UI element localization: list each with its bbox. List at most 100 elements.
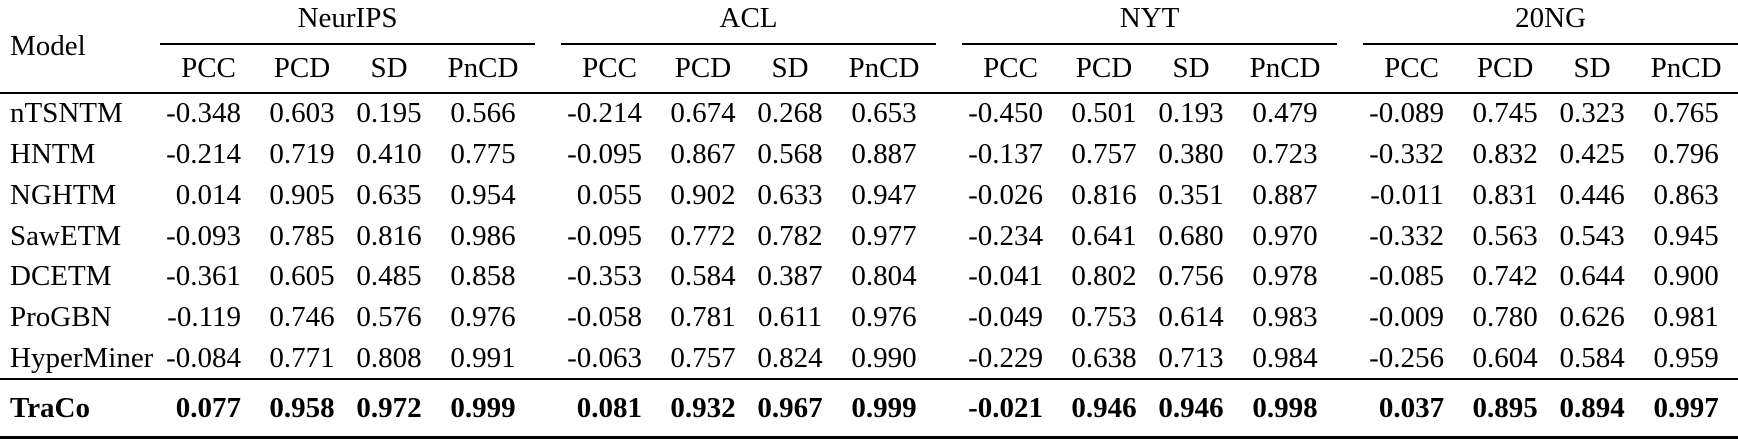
value-cell-acl-sd: 0.633 (757, 178, 823, 211)
metric-header-pncd: PnCD (832, 44, 937, 94)
value-cell-neurips-pncd: 0.991 (450, 341, 516, 374)
model-column-header: Model (0, 0, 160, 94)
row-gap (936, 175, 962, 216)
model-name: ProGBN (10, 301, 112, 334)
value-cell-nyt-pcd: 0.946 (1059, 378, 1150, 439)
value-cell-nyt-pncd: 0.998 (1233, 378, 1338, 439)
header-gap (936, 0, 962, 44)
value-cell-acl-pcd: 0.757 (670, 341, 736, 374)
value-cell-acl-pcc: 0.055 (576, 178, 643, 211)
value-cell-acl-pcc: -0.063 (567, 341, 643, 374)
metric-header-pcc: PCC (1363, 44, 1461, 94)
value-cell-neurips-pncd: 0.775 (450, 137, 516, 170)
value-cell-20ng-pcc: -0.089 (1369, 97, 1445, 130)
value-cell-20ng-sd: 0.323 (1559, 97, 1625, 130)
value-cell-acl-sd: 0.268 (757, 97, 823, 130)
table-row-sawetm: SawETM -0.093 0.785 0.816 0.986 -0.095 0.772 0.… (0, 216, 1738, 257)
row-gap (535, 216, 561, 257)
table-row-dcetm: DCETM -0.361 0.605 0.485 0.858 -0.353 0.584 0.3… (0, 257, 1738, 298)
model-name: HyperMiner (10, 341, 154, 374)
value-cell-20ng-pcd: 0.604 (1472, 341, 1538, 374)
value-cell-nyt-pncd: 0.479 (1252, 97, 1318, 130)
metric-header-pcd: PCD (1059, 44, 1150, 94)
value-cell-neurips-sd: 0.410 (356, 137, 422, 170)
value-cell-acl-pcd: 0.867 (670, 137, 736, 170)
value-cell-nyt-pcd: 0.641 (1071, 219, 1137, 252)
value-cell-nyt-pcd: 0.816 (1071, 178, 1137, 211)
value-cell-20ng-pcd: 0.745 (1472, 97, 1538, 130)
row-gap (535, 93, 561, 134)
value-cell-neurips-pcd: 0.746 (269, 301, 335, 334)
metric-header-pcc: PCC (160, 44, 257, 94)
value-cell-nyt-pncd: 0.978 (1252, 260, 1318, 293)
value-cell-nyt-pcd: 0.753 (1071, 301, 1137, 334)
value-cell-neurips-pcd: 0.605 (269, 260, 335, 293)
value-cell-neurips-pcc: -0.119 (167, 301, 241, 334)
row-gap (535, 297, 561, 338)
value-cell-acl-pcd: 0.932 (658, 378, 749, 439)
value-cell-acl-sd: 0.824 (757, 341, 823, 374)
value-cell-neurips-sd: 0.195 (356, 97, 422, 130)
value-cell-20ng-pcc: -0.256 (1369, 341, 1445, 374)
value-cell-acl-pncd: 0.887 (851, 137, 917, 170)
model-name: nTSNTM (10, 97, 123, 130)
row-gap (936, 378, 963, 439)
value-cell-nyt-pcd: 0.802 (1071, 260, 1137, 293)
value-cell-neurips-pcc: 0.077 (160, 378, 257, 439)
value-cell-neurips-sd: 0.576 (356, 301, 422, 334)
row-gap (1337, 93, 1363, 134)
dataset-header-nyt: NYT (962, 0, 1338, 45)
metric-header-pcd: PCD (658, 44, 749, 94)
model-name: DCETM (10, 260, 112, 293)
value-cell-nyt-pcc: -0.049 (968, 301, 1044, 334)
row-gap (535, 378, 562, 439)
row-gap (1337, 338, 1363, 379)
value-cell-acl-pcc: -0.095 (567, 137, 643, 170)
value-cell-acl-pncd: 0.804 (851, 260, 917, 293)
value-cell-20ng-pncd: 0.765 (1653, 97, 1719, 130)
header-gap (936, 44, 963, 94)
value-cell-20ng-pcd: 0.831 (1472, 178, 1538, 211)
value-cell-20ng-pcc: -0.332 (1369, 219, 1445, 252)
value-cell-neurips-sd: 0.485 (356, 260, 422, 293)
value-cell-neurips-pcd: 0.785 (269, 219, 335, 252)
value-cell-nyt-pcd: 0.501 (1071, 97, 1137, 130)
value-cell-nyt-pcc: -0.026 (968, 178, 1044, 211)
table-row-progbn: ProGBN -0.119 0.746 0.576 0.976 -0.058 0.781 0.… (0, 297, 1738, 338)
value-cell-20ng-sd: 0.644 (1559, 260, 1625, 293)
row-gap (1337, 216, 1363, 257)
value-cell-nyt-pncd: 0.723 (1252, 137, 1318, 170)
model-name: TraCo (0, 378, 160, 439)
value-cell-acl-pcc: -0.214 (567, 97, 643, 130)
value-cell-20ng-pncd: 0.863 (1653, 178, 1719, 211)
value-cell-neurips-pcd: 0.905 (269, 178, 335, 211)
row-gap (535, 134, 561, 175)
metric-header-pncd: PnCD (1233, 44, 1338, 94)
value-cell-20ng-sd: 0.425 (1559, 137, 1625, 170)
value-cell-nyt-sd: 0.756 (1158, 260, 1224, 293)
value-cell-20ng-pcc: -0.011 (1370, 178, 1445, 211)
value-cell-nyt-sd: 0.713 (1158, 341, 1224, 374)
row-gap (535, 338, 561, 379)
value-cell-nyt-sd: 0.193 (1158, 97, 1224, 130)
metric-header-pcd: PCD (257, 44, 347, 94)
value-cell-nyt-sd: 0.614 (1158, 301, 1224, 334)
dataset-header-20ng: 20NG (1363, 0, 1738, 45)
value-cell-20ng-pcd: 0.563 (1472, 219, 1538, 252)
value-cell-20ng-pcc: -0.332 (1369, 137, 1445, 170)
value-cell-20ng-sd: 0.446 (1559, 178, 1625, 211)
metric-header-sd: SD (347, 44, 431, 94)
value-cell-acl-pcc: -0.353 (567, 260, 643, 293)
value-cell-acl-sd: 0.611 (757, 301, 823, 334)
value-cell-20ng-pcd: 0.742 (1472, 260, 1538, 293)
value-cell-acl-sd: 0.568 (757, 137, 823, 170)
row-gap (936, 216, 962, 257)
row-gap (936, 297, 962, 338)
metric-header-pncd: PnCD (431, 44, 536, 94)
value-cell-20ng-pncd: 0.981 (1653, 301, 1719, 334)
value-cell-20ng-sd: 0.584 (1559, 341, 1625, 374)
metric-header-pcc: PCC (561, 44, 659, 94)
value-cell-nyt-pcd: 0.757 (1071, 137, 1137, 170)
value-cell-neurips-pcd: 0.603 (269, 97, 335, 130)
value-cell-nyt-pncd: 0.984 (1252, 341, 1318, 374)
